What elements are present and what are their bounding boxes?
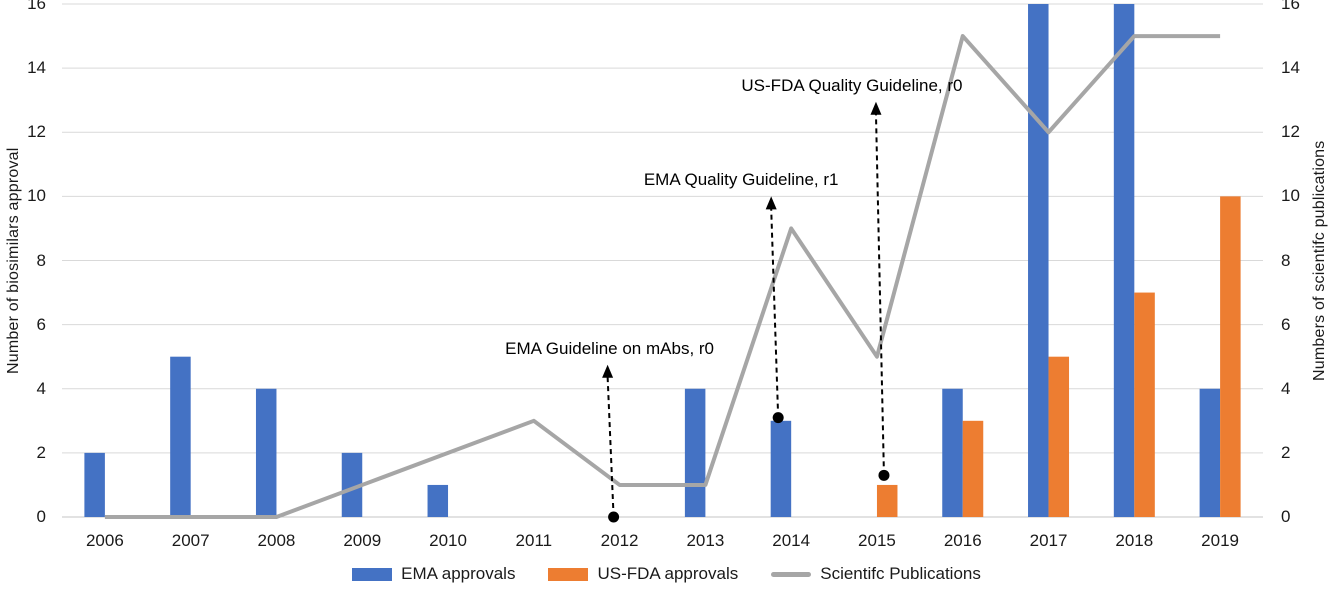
x-axis-label-2011: 2011 xyxy=(515,531,553,550)
annotation-dot-1 xyxy=(772,412,784,424)
bar-ema-2007 xyxy=(170,356,191,517)
annotation-label: US-FDA Quality Guideline, r0 xyxy=(741,75,963,95)
x-axis-label-2007: 2007 xyxy=(171,531,210,550)
y-axis-tick-right: 10 xyxy=(1281,186,1300,206)
annotation-label: EMA Guideline on mAbs, r0 xyxy=(505,338,715,358)
y-axis-tick-left: 10 xyxy=(27,186,46,206)
y-axis-tick-right: 8 xyxy=(1281,250,1291,270)
y-axis-tick-right: 2 xyxy=(1281,442,1291,462)
annotation-arrowhead-1 xyxy=(765,196,777,210)
x-axis-label-2017: 2017 xyxy=(1029,531,1068,550)
legend-item-scientific-publications: Scientifc Publications xyxy=(771,564,981,584)
x-axis-label-2010: 2010 xyxy=(429,531,467,550)
bar-ema-2010 xyxy=(427,484,449,517)
annotation-arrowhead-0 xyxy=(602,364,614,378)
bar-ema-2019 xyxy=(1199,388,1221,517)
y-axis-tick-right: 12 xyxy=(1281,122,1300,142)
y-axis-tick-left: 2 xyxy=(36,442,46,462)
y-axis-tick-left: 12 xyxy=(27,122,46,142)
legend-swatch-ema-approvals xyxy=(352,567,393,581)
y-axis-tick-right: 16 xyxy=(1281,0,1300,13)
bar-usfda-2019 xyxy=(1220,196,1241,517)
y-axis-tick-left: 6 xyxy=(36,314,46,334)
annotation-dot-2 xyxy=(878,469,890,481)
annotation-dashed-line-0 xyxy=(606,376,615,518)
y-axis-tick-right: 6 xyxy=(1281,314,1291,334)
publications-line xyxy=(104,34,1221,519)
x-axis-label-2012: 2012 xyxy=(600,531,639,550)
bar-ema-2014 xyxy=(770,420,792,517)
y-axis-tick-right: 0 xyxy=(1281,507,1291,526)
legend-item-usfda-approvals: US-FDA approvals xyxy=(548,564,738,584)
legend-label-scientific-publications: Scientifc Publications xyxy=(820,564,981,583)
y-axis-tick-right: 4 xyxy=(1281,378,1291,398)
bar-ema-2008 xyxy=(255,388,277,517)
bar-usfda-2017 xyxy=(1048,356,1070,517)
legend: EMA approvals US-FDA approvals Scientifc… xyxy=(0,564,1333,584)
bar-ema-2006 xyxy=(84,452,105,517)
legend-swatch-publications-line xyxy=(771,571,812,577)
annotation-dashed-line-2 xyxy=(874,113,885,476)
bar-usfda-2018 xyxy=(1134,292,1155,517)
x-axis-label-2015: 2015 xyxy=(858,531,896,550)
annotation-dot-0 xyxy=(608,511,620,523)
y-axis-tick-left: 14 xyxy=(27,58,46,78)
bar-usfda-2015 xyxy=(876,484,898,517)
bar-ema-2017 xyxy=(1028,4,1049,517)
y-axis-tick-left: 4 xyxy=(36,378,46,398)
y-axis-tick-left: 16 xyxy=(27,0,46,13)
bar-usfda-2016 xyxy=(962,420,984,517)
y-axis-tick-left: 8 xyxy=(36,250,46,270)
legend-label-usfda-approvals: US-FDA approvals xyxy=(597,564,739,583)
x-axis-label-2006: 2006 xyxy=(85,531,124,550)
legend-label-ema-approvals: EMA approvals xyxy=(401,564,516,583)
x-axis-label-2014: 2014 xyxy=(772,531,811,550)
annotation-arrowhead-2 xyxy=(870,101,882,115)
legend-item-ema-approvals: EMA approvals xyxy=(352,564,515,584)
x-axis-label-2018: 2018 xyxy=(1115,531,1154,550)
y-axis-tick-left: 0 xyxy=(36,507,46,526)
bar-ema-2009 xyxy=(341,452,363,517)
x-axis-label-2016: 2016 xyxy=(943,531,982,550)
y-axis-tick-right: 14 xyxy=(1281,58,1300,78)
bar-ema-2013 xyxy=(684,388,706,517)
legend-swatch-usfda-approvals xyxy=(548,567,589,581)
annotation-dashed-line-1 xyxy=(770,208,780,418)
bar-ema-2016 xyxy=(942,388,963,517)
bar-ema-2018 xyxy=(1113,4,1135,517)
annotation-label: EMA Quality Guideline, r1 xyxy=(643,170,839,190)
x-axis-label-2013: 2013 xyxy=(686,531,725,550)
x-axis-label-2009: 2009 xyxy=(343,531,382,550)
x-axis-label-2019: 2019 xyxy=(1201,531,1239,550)
x-axis-label-2008: 2008 xyxy=(257,531,296,550)
